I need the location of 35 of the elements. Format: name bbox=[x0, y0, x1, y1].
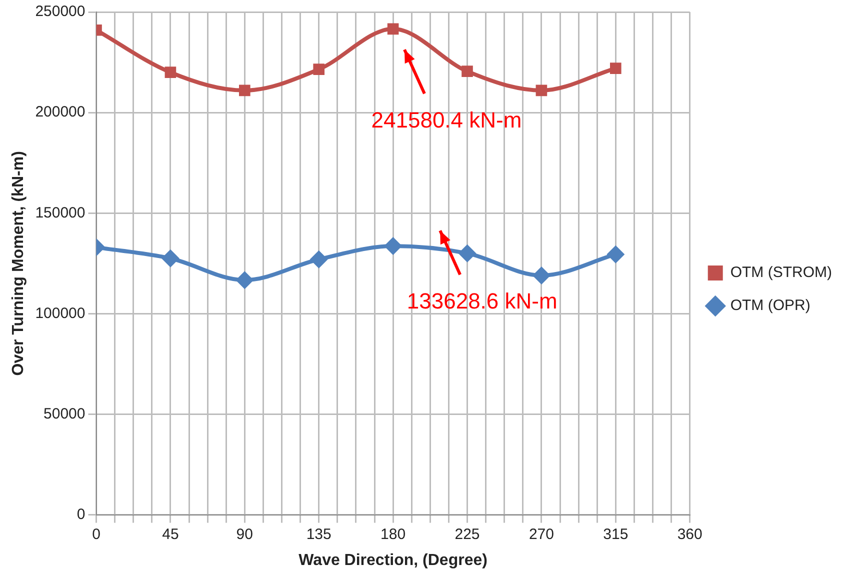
x-tick-label: 0 bbox=[92, 526, 100, 543]
y-tick-label: 250000 bbox=[35, 3, 86, 20]
point bbox=[236, 271, 254, 290]
point bbox=[164, 66, 176, 78]
annotation: 133628.6 kN-m bbox=[406, 288, 558, 314]
x-tick-label: 315 bbox=[603, 526, 628, 543]
point bbox=[462, 66, 473, 77]
point bbox=[238, 84, 250, 96]
x-tick-label: 225 bbox=[454, 526, 480, 543]
point bbox=[532, 266, 550, 284]
y-tick-label: 0 bbox=[76, 506, 86, 523]
point bbox=[458, 244, 476, 262]
annotation: 241580.4 kN-m bbox=[371, 108, 522, 133]
y-tick-label: 200000 bbox=[35, 104, 86, 121]
y-tick-label: 50000 bbox=[44, 405, 86, 422]
point bbox=[610, 62, 622, 74]
y-tick-label: 150000 bbox=[35, 204, 86, 222]
point bbox=[161, 249, 180, 268]
point bbox=[384, 237, 402, 256]
y-tick-label: 100000 bbox=[35, 304, 86, 322]
point bbox=[387, 23, 399, 35]
legend-label: OTM (STROM) bbox=[730, 264, 832, 282]
x-tick-label: 45 bbox=[162, 526, 179, 543]
point bbox=[313, 64, 325, 75]
x-tick-label: 270 bbox=[528, 526, 554, 543]
y-axis-title: Over Turning Moment, (kN-m) bbox=[10, 151, 28, 376]
x-tick-label: 90 bbox=[236, 526, 253, 543]
point bbox=[310, 250, 328, 268]
legend-label: OTM (OPR) bbox=[730, 297, 810, 314]
x-tick-label: 360 bbox=[677, 526, 702, 543]
x-tick-label: 135 bbox=[306, 526, 332, 543]
x-tick-label: 180 bbox=[380, 526, 406, 543]
point bbox=[606, 245, 625, 264]
x-axis-title: Wave Direction, (Degree) bbox=[298, 552, 488, 569]
point bbox=[536, 84, 548, 96]
